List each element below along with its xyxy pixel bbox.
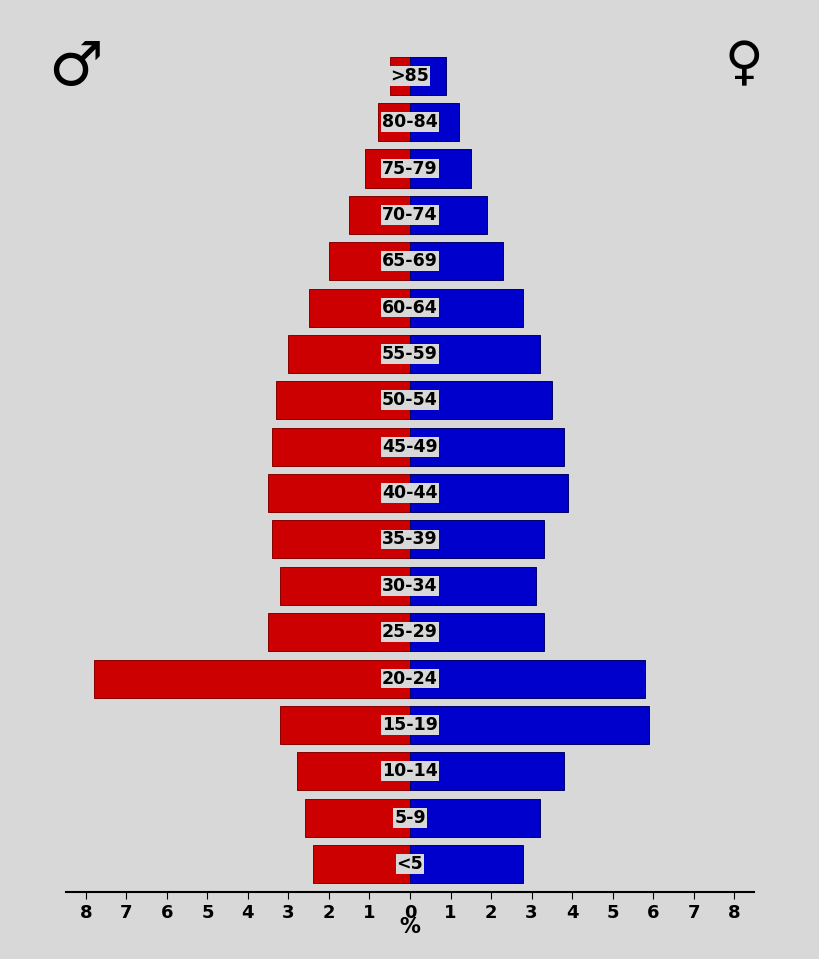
Bar bbox=[312, 845, 410, 883]
Bar bbox=[288, 335, 410, 373]
Bar bbox=[410, 660, 645, 697]
Bar bbox=[389, 57, 410, 95]
Text: >85: >85 bbox=[390, 67, 429, 84]
Bar bbox=[410, 567, 535, 605]
Bar bbox=[349, 196, 410, 234]
Bar bbox=[280, 706, 410, 744]
Text: 55-59: 55-59 bbox=[382, 345, 437, 363]
Bar bbox=[410, 799, 539, 836]
Bar bbox=[410, 335, 539, 373]
Bar bbox=[94, 660, 410, 697]
Text: ♀: ♀ bbox=[724, 38, 762, 91]
Bar bbox=[410, 428, 563, 466]
Bar bbox=[328, 243, 410, 280]
Bar bbox=[410, 613, 543, 651]
Bar bbox=[410, 752, 563, 790]
Text: 25-29: 25-29 bbox=[382, 623, 437, 642]
Text: 35-39: 35-39 bbox=[382, 530, 437, 549]
Bar bbox=[365, 150, 410, 188]
Bar bbox=[305, 799, 410, 836]
Bar bbox=[377, 104, 410, 141]
Bar bbox=[410, 474, 568, 512]
Bar bbox=[410, 104, 458, 141]
Text: 5-9: 5-9 bbox=[394, 808, 425, 827]
Text: %: % bbox=[399, 918, 420, 937]
Bar bbox=[410, 845, 523, 883]
Text: 70-74: 70-74 bbox=[382, 206, 437, 223]
Bar bbox=[410, 382, 551, 419]
Text: 60-64: 60-64 bbox=[382, 298, 437, 316]
Bar bbox=[410, 196, 486, 234]
Text: <5: <5 bbox=[396, 855, 423, 873]
Text: 45-49: 45-49 bbox=[382, 437, 437, 456]
Text: 20-24: 20-24 bbox=[382, 669, 437, 688]
Bar bbox=[410, 706, 649, 744]
Bar bbox=[268, 474, 410, 512]
Bar bbox=[268, 613, 410, 651]
Bar bbox=[410, 150, 470, 188]
Text: 15-19: 15-19 bbox=[382, 716, 437, 734]
Text: 75-79: 75-79 bbox=[382, 159, 437, 177]
Bar bbox=[308, 289, 410, 327]
Text: 80-84: 80-84 bbox=[382, 113, 437, 131]
Bar bbox=[296, 752, 410, 790]
Bar bbox=[410, 243, 503, 280]
Bar bbox=[272, 428, 410, 466]
Bar bbox=[280, 567, 410, 605]
Text: 40-44: 40-44 bbox=[382, 484, 437, 503]
Bar bbox=[410, 289, 523, 327]
Bar bbox=[276, 382, 410, 419]
Text: ♂: ♂ bbox=[48, 38, 103, 98]
Text: 10-14: 10-14 bbox=[382, 762, 437, 781]
Bar bbox=[410, 57, 446, 95]
Bar bbox=[410, 521, 543, 558]
Text: 50-54: 50-54 bbox=[382, 391, 437, 409]
Text: 65-69: 65-69 bbox=[382, 252, 437, 270]
Text: 30-34: 30-34 bbox=[382, 576, 437, 595]
Bar bbox=[272, 521, 410, 558]
